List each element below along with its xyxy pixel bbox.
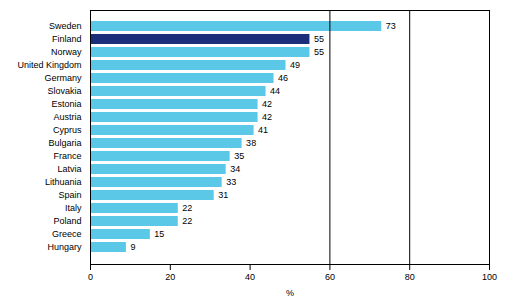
svg-text:%: %: [286, 288, 294, 298]
svg-text:60: 60: [325, 272, 335, 282]
svg-text:Cyprus: Cyprus: [53, 125, 82, 135]
svg-text:73: 73: [386, 21, 396, 31]
svg-text:Hungary: Hungary: [47, 242, 82, 252]
svg-text:Sweden: Sweden: [49, 21, 82, 31]
svg-text:46: 46: [278, 73, 288, 83]
svg-text:Germany: Germany: [44, 73, 82, 83]
svg-text:34: 34: [230, 164, 240, 174]
svg-text:44: 44: [270, 86, 280, 96]
svg-text:Poland: Poland: [53, 216, 81, 226]
svg-text:100: 100: [482, 272, 497, 282]
svg-text:9: 9: [130, 242, 135, 252]
svg-text:United Kingdom: United Kingdom: [17, 60, 81, 70]
svg-text:Austria: Austria: [53, 112, 81, 122]
svg-text:42: 42: [262, 112, 272, 122]
svg-text:Estonia: Estonia: [51, 99, 81, 109]
svg-text:22: 22: [182, 216, 192, 226]
svg-text:55: 55: [314, 34, 324, 44]
svg-text:49: 49: [290, 60, 300, 70]
svg-text:80: 80: [405, 272, 415, 282]
svg-text:15: 15: [154, 229, 164, 239]
svg-text:Lithuania: Lithuania: [45, 177, 82, 187]
svg-text:55: 55: [314, 47, 324, 57]
svg-text:Slovakia: Slovakia: [47, 86, 81, 96]
svg-text:Spain: Spain: [58, 190, 81, 200]
svg-text:Italy: Italy: [65, 203, 82, 213]
svg-text:38: 38: [246, 138, 256, 148]
svg-text:Bulgaria: Bulgaria: [48, 138, 81, 148]
svg-text:42: 42: [262, 99, 272, 109]
svg-text:Norway: Norway: [51, 47, 82, 57]
svg-text:Latvia: Latvia: [57, 164, 81, 174]
svg-text:France: France: [53, 151, 81, 161]
svg-text:33: 33: [226, 177, 236, 187]
svg-text:31: 31: [218, 190, 228, 200]
svg-text:22: 22: [182, 203, 192, 213]
svg-text:35: 35: [234, 151, 244, 161]
svg-text:Finland: Finland: [52, 34, 82, 44]
svg-text:40: 40: [245, 272, 255, 282]
svg-text:Greece: Greece: [52, 229, 82, 239]
svg-text:20: 20: [165, 272, 175, 282]
svg-text:0: 0: [88, 272, 93, 282]
svg-text:41: 41: [258, 125, 268, 135]
